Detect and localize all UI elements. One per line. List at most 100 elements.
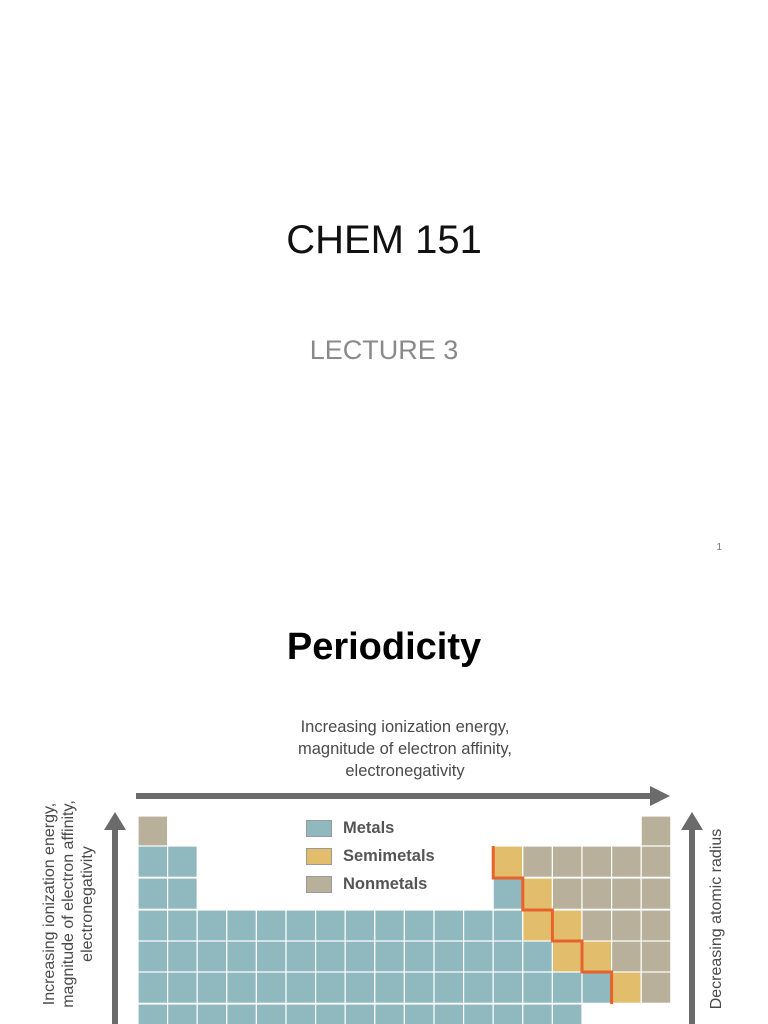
metal-cell (315, 909, 346, 942)
top-caption-line: magnitude of electron affinity, (297, 740, 513, 758)
metal-cell (196, 909, 228, 942)
metal-nonmetal-boundary-line (491, 846, 614, 1004)
page-number: 1 (716, 542, 722, 553)
top-caption-line: electronegativity (345, 762, 465, 780)
metal-cell (315, 971, 346, 1004)
semimetal-cell (610, 971, 642, 1004)
metal-cell (137, 877, 169, 910)
metal-cell (374, 1003, 405, 1024)
metal-cell (522, 940, 553, 973)
metal-cell (344, 909, 376, 942)
nonmetal-cell (551, 877, 583, 910)
metal-cell (137, 1003, 169, 1024)
metal-cell (285, 909, 317, 942)
nonmetal-cell (640, 815, 672, 848)
top-trend-caption: Increasing ionization energy, magnitude … (250, 716, 560, 782)
semimetal-cell (551, 940, 583, 973)
nonmetal-cell (610, 940, 642, 973)
nonmetal-cell (581, 877, 613, 910)
legend-swatch (306, 875, 332, 893)
metal-cell (492, 971, 524, 1004)
legend-item-semimetals: Semimetals (306, 842, 435, 870)
slide-title: CHEM 151 (286, 218, 482, 262)
metal-cell (403, 1003, 435, 1024)
semimetal-cell (522, 877, 553, 910)
legend-item-metals: Metals (306, 814, 435, 842)
metal-cell (255, 1003, 287, 1024)
metal-cell (433, 940, 465, 973)
metal-cell (492, 909, 524, 942)
metal-cell (255, 940, 287, 973)
nonmetal-cell (640, 940, 672, 973)
nonmetal-cell (551, 845, 583, 878)
metal-cell (137, 971, 169, 1004)
metal-cell (463, 971, 494, 1004)
metal-cell (374, 971, 405, 1004)
slide-subtitle: LECTURE 3 (309, 335, 459, 365)
legend-item-nonmetals: Nonmetals (306, 870, 435, 898)
metal-cell (344, 940, 376, 973)
up-arrow-icon (681, 812, 703, 1024)
nonmetal-cell (581, 909, 613, 942)
periodicity-slide: Periodicity Increasing ionization energy… (0, 576, 768, 1024)
metal-cell (433, 909, 465, 942)
nonmetal-cell (640, 845, 672, 878)
nonmetal-cell (640, 909, 672, 942)
metal-cell (285, 940, 317, 973)
metal-cell (167, 971, 198, 1004)
metal-cell (137, 909, 169, 942)
semimetal-cell (522, 909, 553, 942)
metal-cell (137, 940, 169, 973)
semimetal-cell (581, 940, 613, 973)
nonmetal-cell (610, 877, 642, 910)
metal-cell (255, 909, 287, 942)
up-arrow-icon (104, 812, 126, 1024)
metal-cell (522, 971, 553, 1004)
metal-cell (167, 845, 198, 878)
metal-cell (255, 971, 287, 1004)
metal-cell (344, 1003, 376, 1024)
right-arrow-icon (136, 786, 670, 806)
metal-cell (463, 909, 494, 942)
metal-cell (581, 971, 613, 1004)
metal-cell (403, 909, 435, 942)
periodic-table-grid (137, 815, 672, 1024)
metal-cell (463, 1003, 494, 1024)
metal-cell (167, 877, 198, 910)
metal-cell (226, 909, 258, 942)
metal-cell (226, 971, 258, 1004)
legend-swatch (306, 847, 332, 865)
metal-cell (403, 971, 435, 1004)
metal-cell (196, 971, 228, 1004)
metal-cell (167, 940, 198, 973)
metal-cell (344, 971, 376, 1004)
metal-cell (285, 1003, 317, 1024)
top-caption-line: Increasing ionization energy, (300, 718, 510, 736)
legend-swatch (306, 819, 332, 837)
metal-cell (433, 971, 465, 1004)
metal-cell (137, 845, 169, 878)
metal-cell (285, 971, 317, 1004)
nonmetal-cell (610, 909, 642, 942)
metal-cell (167, 1003, 198, 1024)
metal-cell (226, 940, 258, 973)
legend-label: Nonmetals (343, 874, 428, 893)
metal-cell (551, 971, 583, 1004)
slide-title: Periodicity (286, 626, 482, 668)
element-type-legend: Metals Semimetals Nonmetals (306, 814, 435, 898)
nonmetal-cell (137, 815, 169, 848)
metal-cell (492, 1003, 524, 1024)
nonmetal-cell (640, 877, 672, 910)
legend-label: Metals (343, 818, 395, 837)
nonmetal-cell (581, 845, 613, 878)
metal-cell (374, 909, 405, 942)
metal-cell (196, 1003, 228, 1024)
metal-cell (492, 940, 524, 973)
semimetal-cell (492, 845, 524, 878)
metal-cell (463, 940, 494, 973)
metal-cell (403, 940, 435, 973)
metal-cell (433, 1003, 465, 1024)
metal-cell (167, 909, 198, 942)
metal-cell (551, 1003, 583, 1024)
metal-cell (226, 1003, 258, 1024)
